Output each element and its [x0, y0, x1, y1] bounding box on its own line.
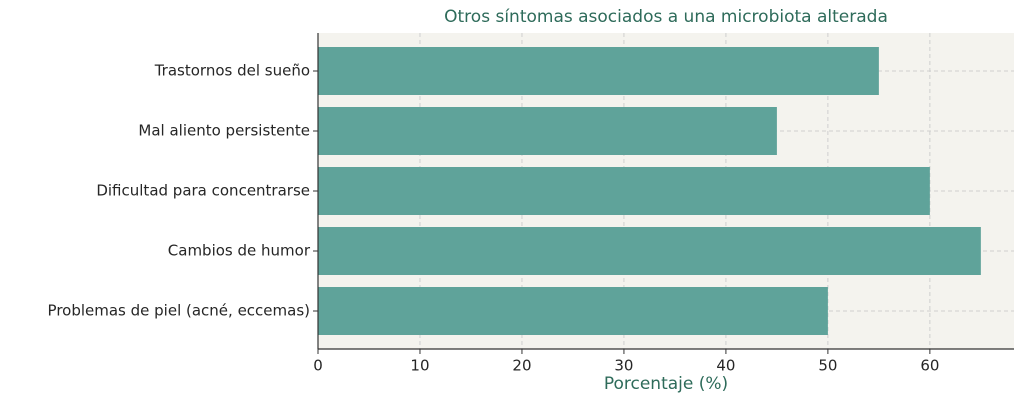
x-tick-label: 60 [920, 357, 939, 375]
x-tick-label: 40 [716, 357, 735, 375]
x-tick-label: 0 [313, 357, 323, 375]
bar [318, 167, 930, 215]
bar [318, 287, 828, 335]
x-tick-label: 20 [512, 357, 531, 375]
y-tick-label: Cambios de humor [168, 242, 311, 260]
bar [318, 47, 879, 95]
y-tick-label: Mal aliento persistente [138, 122, 310, 140]
y-tick-label: Trastornos del sueño [154, 62, 310, 80]
x-tick-label: 50 [818, 357, 837, 375]
y-tick-label: Dificultad para concentrarse [96, 182, 310, 200]
x-axis-label: Porcentaje (%) [604, 374, 728, 394]
bar [318, 227, 981, 275]
chart-title: Otros síntomas asociados a una microbiot… [444, 7, 888, 27]
y-tick-label: Problemas de piel (acné, eccemas) [48, 302, 310, 320]
x-tick-label: 10 [410, 357, 429, 375]
bar [318, 107, 777, 155]
x-tick-label: 30 [614, 357, 633, 375]
